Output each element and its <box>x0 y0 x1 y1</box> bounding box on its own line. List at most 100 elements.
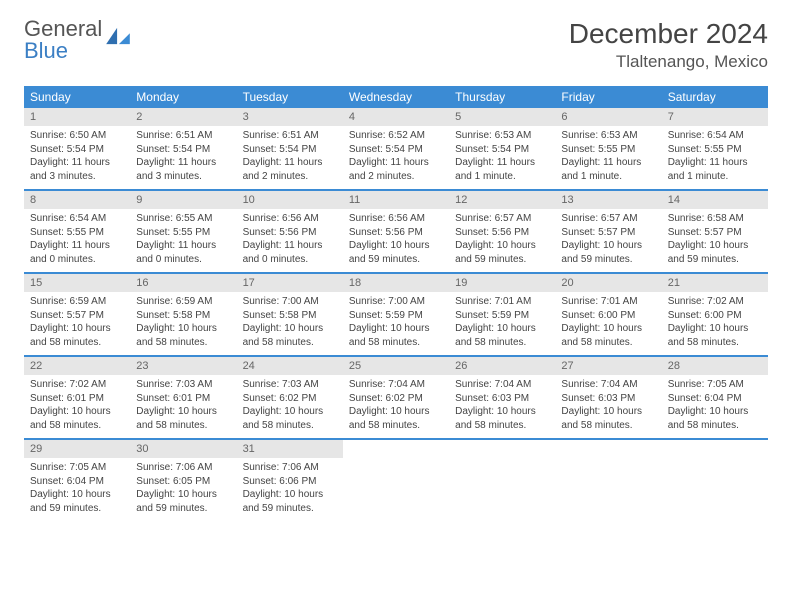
day-info: Sunrise: 7:01 AMSunset: 6:00 PMDaylight:… <box>555 292 661 355</box>
day-cell: 16Sunrise: 6:59 AMSunset: 5:58 PMDayligh… <box>130 274 236 355</box>
day-cell: 3Sunrise: 6:51 AMSunset: 5:54 PMDaylight… <box>237 108 343 189</box>
day-cell: 10Sunrise: 6:56 AMSunset: 5:56 PMDayligh… <box>237 191 343 272</box>
title-block: December 2024 Tlaltenango, Mexico <box>569 18 768 72</box>
day-cell: 4Sunrise: 6:52 AMSunset: 5:54 PMDaylight… <box>343 108 449 189</box>
day-header: Friday <box>555 86 661 108</box>
day-info: Sunrise: 7:00 AMSunset: 5:58 PMDaylight:… <box>237 292 343 355</box>
day-number: 2 <box>130 108 236 126</box>
day-number: 3 <box>237 108 343 126</box>
day-cell: 8Sunrise: 6:54 AMSunset: 5:55 PMDaylight… <box>24 191 130 272</box>
day-number <box>555 440 661 458</box>
day-number: 13 <box>555 191 661 209</box>
day-number: 24 <box>237 357 343 375</box>
day-number: 14 <box>662 191 768 209</box>
day-info: Sunrise: 7:02 AMSunset: 6:00 PMDaylight:… <box>662 292 768 355</box>
day-number: 9 <box>130 191 236 209</box>
day-cell: 14Sunrise: 6:58 AMSunset: 5:57 PMDayligh… <box>662 191 768 272</box>
day-cell: 26Sunrise: 7:04 AMSunset: 6:03 PMDayligh… <box>449 357 555 438</box>
day-cell: 20Sunrise: 7:01 AMSunset: 6:00 PMDayligh… <box>555 274 661 355</box>
day-info: Sunrise: 7:04 AMSunset: 6:03 PMDaylight:… <box>555 375 661 438</box>
day-number: 12 <box>449 191 555 209</box>
day-cell: 25Sunrise: 7:04 AMSunset: 6:02 PMDayligh… <box>343 357 449 438</box>
day-info: Sunrise: 6:56 AMSunset: 5:56 PMDaylight:… <box>343 209 449 272</box>
week-row: 1Sunrise: 6:50 AMSunset: 5:54 PMDaylight… <box>24 108 768 191</box>
day-number: 30 <box>130 440 236 458</box>
day-cell: 18Sunrise: 7:00 AMSunset: 5:59 PMDayligh… <box>343 274 449 355</box>
day-cell: 5Sunrise: 6:53 AMSunset: 5:54 PMDaylight… <box>449 108 555 189</box>
day-info: Sunrise: 6:54 AMSunset: 5:55 PMDaylight:… <box>662 126 768 189</box>
day-number: 11 <box>343 191 449 209</box>
day-number: 16 <box>130 274 236 292</box>
day-number: 1 <box>24 108 130 126</box>
day-info: Sunrise: 7:03 AMSunset: 6:01 PMDaylight:… <box>130 375 236 438</box>
day-cell: 9Sunrise: 6:55 AMSunset: 5:55 PMDaylight… <box>130 191 236 272</box>
day-number: 4 <box>343 108 449 126</box>
day-info: Sunrise: 6:57 AMSunset: 5:57 PMDaylight:… <box>555 209 661 272</box>
week-row: 15Sunrise: 6:59 AMSunset: 5:57 PMDayligh… <box>24 274 768 357</box>
day-number: 6 <box>555 108 661 126</box>
logo: General Blue <box>24 18 132 62</box>
day-cell: 2Sunrise: 6:51 AMSunset: 5:54 PMDaylight… <box>130 108 236 189</box>
day-number: 25 <box>343 357 449 375</box>
day-header: Sunday <box>24 86 130 108</box>
day-info: Sunrise: 7:06 AMSunset: 6:05 PMDaylight:… <box>130 458 236 521</box>
day-cell <box>662 440 768 521</box>
location-label: Tlaltenango, Mexico <box>569 52 768 72</box>
week-row: 8Sunrise: 6:54 AMSunset: 5:55 PMDaylight… <box>24 191 768 274</box>
day-cell: 1Sunrise: 6:50 AMSunset: 5:54 PMDaylight… <box>24 108 130 189</box>
day-cell: 17Sunrise: 7:00 AMSunset: 5:58 PMDayligh… <box>237 274 343 355</box>
day-cell: 23Sunrise: 7:03 AMSunset: 6:01 PMDayligh… <box>130 357 236 438</box>
week-row: 29Sunrise: 7:05 AMSunset: 6:04 PMDayligh… <box>24 440 768 521</box>
day-cell: 30Sunrise: 7:06 AMSunset: 6:05 PMDayligh… <box>130 440 236 521</box>
day-info: Sunrise: 6:51 AMSunset: 5:54 PMDaylight:… <box>130 126 236 189</box>
day-info: Sunrise: 6:54 AMSunset: 5:55 PMDaylight:… <box>24 209 130 272</box>
day-info: Sunrise: 7:01 AMSunset: 5:59 PMDaylight:… <box>449 292 555 355</box>
day-cell: 13Sunrise: 6:57 AMSunset: 5:57 PMDayligh… <box>555 191 661 272</box>
logo-sail-icon <box>104 26 132 46</box>
day-number: 15 <box>24 274 130 292</box>
day-number: 26 <box>449 357 555 375</box>
day-info: Sunrise: 7:00 AMSunset: 5:59 PMDaylight:… <box>343 292 449 355</box>
day-cell: 7Sunrise: 6:54 AMSunset: 5:55 PMDaylight… <box>662 108 768 189</box>
header: General Blue December 2024 Tlaltenango, … <box>0 0 792 80</box>
day-number: 18 <box>343 274 449 292</box>
day-cell: 28Sunrise: 7:05 AMSunset: 6:04 PMDayligh… <box>662 357 768 438</box>
day-number: 7 <box>662 108 768 126</box>
day-info: Sunrise: 6:50 AMSunset: 5:54 PMDaylight:… <box>24 126 130 189</box>
day-cell <box>555 440 661 521</box>
day-info: Sunrise: 6:55 AMSunset: 5:55 PMDaylight:… <box>130 209 236 272</box>
day-cell: 6Sunrise: 6:53 AMSunset: 5:55 PMDaylight… <box>555 108 661 189</box>
day-info: Sunrise: 7:04 AMSunset: 6:02 PMDaylight:… <box>343 375 449 438</box>
calendar: SundayMondayTuesdayWednesdayThursdayFrid… <box>24 86 768 521</box>
week-row: 22Sunrise: 7:02 AMSunset: 6:01 PMDayligh… <box>24 357 768 440</box>
day-number: 22 <box>24 357 130 375</box>
day-header: Monday <box>130 86 236 108</box>
day-info: Sunrise: 6:59 AMSunset: 5:58 PMDaylight:… <box>130 292 236 355</box>
day-number: 31 <box>237 440 343 458</box>
day-info: Sunrise: 7:04 AMSunset: 6:03 PMDaylight:… <box>449 375 555 438</box>
logo-line2: Blue <box>24 38 68 63</box>
day-number <box>662 440 768 458</box>
day-header: Wednesday <box>343 86 449 108</box>
day-header: Thursday <box>449 86 555 108</box>
day-number: 29 <box>24 440 130 458</box>
day-cell: 21Sunrise: 7:02 AMSunset: 6:00 PMDayligh… <box>662 274 768 355</box>
day-number <box>343 440 449 458</box>
day-cell: 11Sunrise: 6:56 AMSunset: 5:56 PMDayligh… <box>343 191 449 272</box>
day-info: Sunrise: 6:57 AMSunset: 5:56 PMDaylight:… <box>449 209 555 272</box>
day-number: 23 <box>130 357 236 375</box>
day-cell <box>449 440 555 521</box>
day-info: Sunrise: 6:56 AMSunset: 5:56 PMDaylight:… <box>237 209 343 272</box>
day-header: Saturday <box>662 86 768 108</box>
day-cell: 29Sunrise: 7:05 AMSunset: 6:04 PMDayligh… <box>24 440 130 521</box>
day-number: 17 <box>237 274 343 292</box>
logo-text: General Blue <box>24 18 102 62</box>
day-cell: 24Sunrise: 7:03 AMSunset: 6:02 PMDayligh… <box>237 357 343 438</box>
day-cell: 12Sunrise: 6:57 AMSunset: 5:56 PMDayligh… <box>449 191 555 272</box>
day-info: Sunrise: 7:03 AMSunset: 6:02 PMDaylight:… <box>237 375 343 438</box>
day-header-row: SundayMondayTuesdayWednesdayThursdayFrid… <box>24 86 768 108</box>
day-cell: 22Sunrise: 7:02 AMSunset: 6:01 PMDayligh… <box>24 357 130 438</box>
day-number: 10 <box>237 191 343 209</box>
day-info: Sunrise: 6:52 AMSunset: 5:54 PMDaylight:… <box>343 126 449 189</box>
day-info: Sunrise: 6:53 AMSunset: 5:54 PMDaylight:… <box>449 126 555 189</box>
